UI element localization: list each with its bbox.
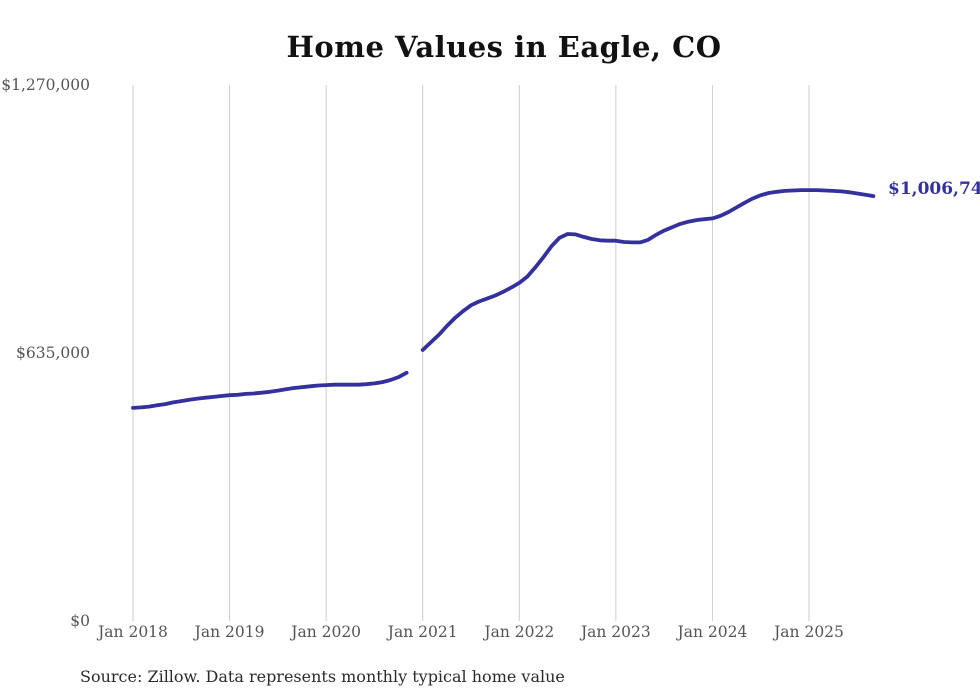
y-tick-label: $1,270,000: [1, 76, 90, 94]
x-tick-label: Jan 2019: [194, 623, 265, 641]
latest-value-label: $1,006,748: [888, 179, 980, 199]
source-note: Source: Zillow. Data represents monthly …: [80, 667, 565, 686]
home-value-line: [131, 370, 409, 410]
x-tick-label: Jan 2020: [291, 623, 362, 641]
x-tick-label: Jan 2021: [387, 623, 458, 641]
y-tick-label: $0: [70, 612, 90, 630]
home-value-line: [420, 188, 876, 352]
x-tick-label: Jan 2025: [774, 623, 844, 641]
x-tick-label: Jan 2022: [484, 623, 555, 641]
x-tick-label: Jan 2024: [677, 623, 748, 641]
x-tick-label: Jan 2018: [98, 623, 168, 641]
chart-title: Home Values in Eagle, CO: [286, 30, 722, 64]
y-tick-label: $635,000: [16, 344, 90, 362]
x-tick-label: Jan 2023: [580, 623, 651, 641]
